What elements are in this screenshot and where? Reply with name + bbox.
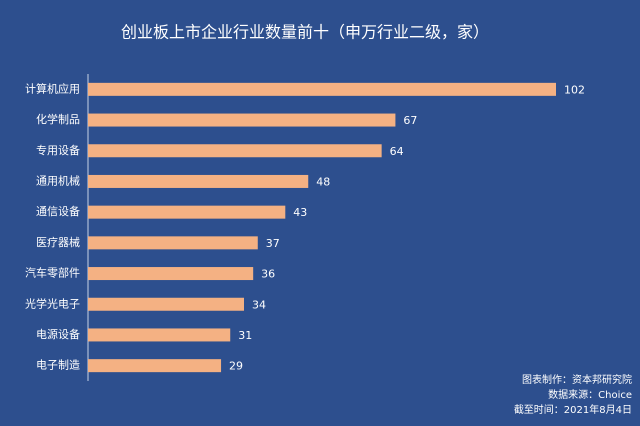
- value-label: 36: [261, 268, 275, 281]
- bar: [88, 236, 258, 250]
- bar: [88, 328, 231, 342]
- y-tick-label: 通信设备: [36, 204, 80, 218]
- bar: [88, 205, 286, 219]
- value-label: 48: [316, 175, 330, 188]
- value-label: 34: [252, 298, 266, 311]
- y-tick-label: 计算机应用: [25, 81, 80, 95]
- y-tick-label: 光学光电子: [25, 296, 80, 310]
- value-label: 37: [266, 237, 280, 250]
- value-label: 43: [293, 206, 307, 219]
- bar: [88, 267, 254, 281]
- y-tick-label: 电子制造: [36, 358, 80, 372]
- note: 截至时间：2021年8月4日: [514, 403, 632, 416]
- note: 数据来源：Choice: [548, 388, 632, 401]
- y-tick-label: 电源设备: [36, 327, 80, 341]
- value-label: 64: [390, 145, 404, 158]
- value-label: 29: [229, 360, 243, 373]
- value-label: 67: [403, 114, 417, 127]
- y-tick-label: 通用机械: [36, 173, 80, 187]
- y-tick-label: 专用设备: [36, 143, 80, 157]
- bar: [88, 359, 222, 373]
- note: 图表制作：资本邦研究院: [522, 373, 632, 386]
- chart-title: 创业板上市企业行业数量前十（申万行业二级，家）: [121, 23, 489, 42]
- bar: [88, 144, 382, 158]
- bar: [88, 113, 396, 127]
- bar: [88, 82, 556, 96]
- y-tick-label: 汽车零部件: [25, 266, 80, 280]
- bar: [88, 297, 244, 311]
- bar: [88, 174, 309, 188]
- y-tick-label: 医疗器械: [36, 235, 80, 249]
- value-label: 102: [564, 83, 585, 96]
- value-label: 31: [238, 329, 252, 342]
- y-tick-label: 化学制品: [36, 112, 80, 126]
